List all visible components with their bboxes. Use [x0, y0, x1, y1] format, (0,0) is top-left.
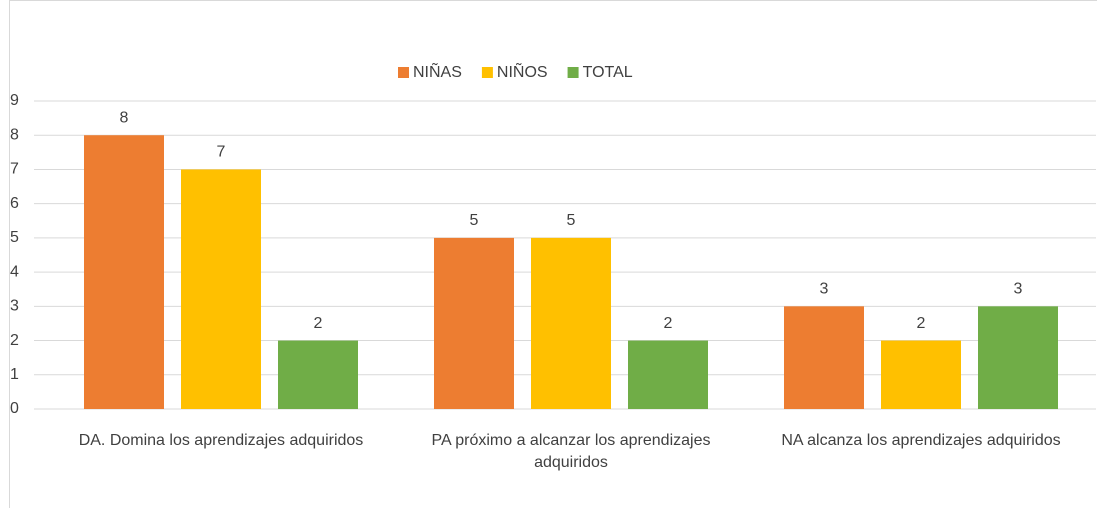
y-tick-label: 6 [10, 195, 19, 212]
data-label: 5 [567, 212, 576, 229]
y-tick-label: 1 [10, 366, 19, 383]
bar [978, 306, 1058, 409]
x-tick-label: PA próximo a alcanzar los aprendizajes a… [431, 432, 711, 471]
y-tick-label: 8 [10, 126, 19, 143]
y-tick-label: 0 [10, 400, 19, 417]
bar [181, 169, 261, 409]
x-tick-label: NA alcanza los aprendizajes adquiridos [781, 432, 1061, 449]
legend-label: NIÑAS [413, 61, 462, 81]
bar [434, 237, 514, 409]
chart-frame [9, 0, 1097, 508]
legend-swatch [567, 67, 579, 78]
legend-label: TOTAL [583, 64, 633, 81]
bar [628, 340, 708, 409]
y-tick-label: 2 [10, 332, 19, 349]
bar [278, 340, 358, 409]
data-label: 3 [820, 281, 829, 298]
bar [84, 135, 164, 409]
y-tick-label: 4 [10, 263, 19, 280]
legend-label: NIÑOS [497, 61, 548, 81]
legend-swatch [481, 67, 493, 78]
y-tick-label: 5 [10, 229, 19, 246]
y-tick-label: 3 [10, 298, 19, 315]
data-label: 2 [314, 315, 323, 332]
legend-swatch [398, 67, 409, 78]
bar [531, 237, 611, 409]
y-tick-label: 7 [10, 161, 19, 178]
data-label: 5 [470, 212, 479, 229]
x-tick-label: DA. Domina los aprendizajes adquiridos [78, 432, 364, 449]
data-label: 2 [917, 315, 926, 332]
data-label: 8 [120, 109, 129, 126]
y-tick-label: 9 [10, 92, 19, 109]
data-label: 3 [1014, 281, 1023, 298]
bar [784, 306, 864, 409]
data-label: 7 [217, 144, 226, 161]
bar [881, 340, 961, 409]
data-label: 2 [664, 315, 673, 332]
